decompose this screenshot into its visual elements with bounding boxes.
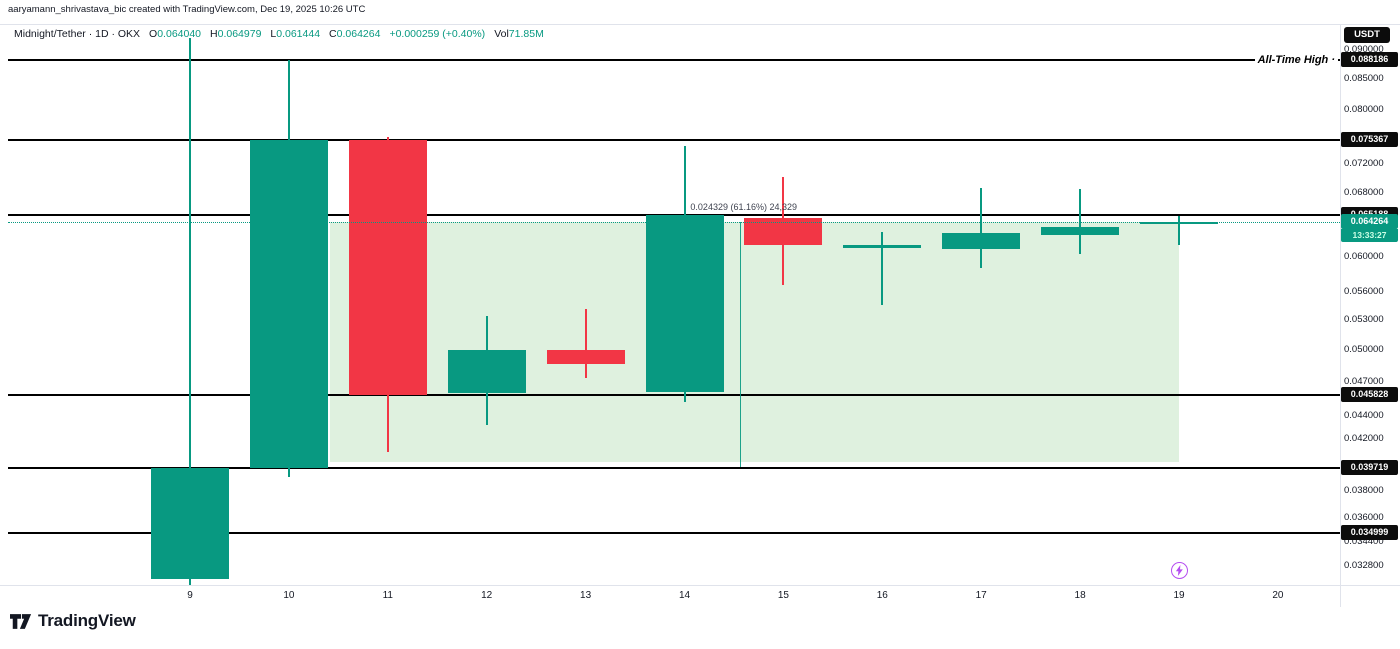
- time-axis-label: 14: [678, 590, 691, 601]
- price-tick-label: 0.036000: [1344, 512, 1384, 524]
- price-line-badge: 0.034999: [1341, 524, 1398, 540]
- tradingview-logo-icon[interactable]: [10, 612, 32, 631]
- time-axis-label: 16: [876, 590, 888, 601]
- candle-body: [249, 140, 328, 469]
- price-line-badge: 0.075367: [1341, 132, 1398, 148]
- current-price-badge: 0.064264: [1341, 213, 1398, 229]
- price-tick-label: 0.090000: [1344, 43, 1384, 55]
- price-tick-label: 0.050000: [1344, 344, 1384, 356]
- candle-wick: [189, 38, 191, 585]
- time-axis-label: 15: [777, 590, 789, 601]
- candle-wick: [980, 188, 983, 269]
- open-label: O: [149, 28, 158, 40]
- horizontal-line[interactable]: [8, 59, 1340, 61]
- price-tick-label: 0.034400: [1344, 535, 1384, 547]
- chart-legend: Midnight/Tether · 1D · OKX O0.064040 H0.06…: [14, 28, 553, 40]
- long-range-highlight[interactable]: [330, 221, 1179, 462]
- horizontal-line[interactable]: [8, 531, 1340, 534]
- candle-body: [942, 232, 1021, 249]
- candle-wick: [881, 232, 884, 306]
- price-tick-label: 0.042000: [1344, 433, 1384, 445]
- price-tick-label: 0.044000: [1344, 409, 1384, 421]
- volume-label: Vol: [494, 28, 509, 40]
- time-axis-label: 18: [1074, 590, 1086, 601]
- candle-body: [843, 245, 922, 248]
- candle-body: [151, 468, 229, 579]
- price-tick-label: 0.080000: [1344, 103, 1384, 115]
- price-tick-label: 0.072000: [1344, 157, 1384, 169]
- price-tick-label: 0.047000: [1344, 375, 1384, 387]
- high-label: H: [210, 28, 218, 40]
- time-axis-label: 11: [382, 590, 393, 601]
- candle-wick: [1079, 189, 1082, 255]
- countdown-timer: 13:33:27: [1341, 228, 1398, 242]
- horizontal-line[interactable]: [8, 139, 1340, 142]
- lightning-icon[interactable]: [1171, 562, 1188, 579]
- candle-body: [348, 140, 427, 395]
- time-axis-border: [0, 585, 1400, 586]
- candle-body: [645, 214, 724, 392]
- ath-label: All-Time High ·: [1254, 52, 1338, 68]
- measurement-line: [739, 221, 741, 467]
- time-axis-label: 20: [1272, 590, 1284, 601]
- horizontal-line[interactable]: [8, 393, 1340, 396]
- chart-top-border: [0, 24, 1400, 25]
- volume-value: 71.85M: [508, 28, 544, 40]
- candle-body: [1041, 227, 1120, 236]
- time-axis-label: 10: [283, 590, 295, 601]
- time-axis-label: 9: [187, 590, 193, 601]
- change-value: +0.000259 (+0.40%): [389, 28, 486, 40]
- price-line-badge: 0.039719: [1341, 460, 1398, 476]
- price-tick-label: 0.085000: [1344, 72, 1384, 84]
- symbol-title[interactable]: Midnight/Tether · 1D · OKX: [14, 28, 141, 40]
- price-tick-label: 0.060000: [1344, 251, 1384, 263]
- tradingview-logo-text[interactable]: TradingView: [38, 611, 136, 630]
- price-line-badge: 0.045828: [1341, 386, 1398, 402]
- price-axis-border: [1340, 24, 1341, 607]
- lightning-bolt-glyph: [1175, 565, 1183, 576]
- time-axis-label: 17: [975, 590, 987, 601]
- high-value: 0.064979: [217, 28, 262, 40]
- time-axis-label: 19: [1173, 590, 1185, 601]
- current-price-line: [8, 221, 1340, 223]
- candle-body: [546, 350, 625, 364]
- time-axis-label: 12: [481, 590, 493, 601]
- price-tick-label: 0.068000: [1344, 186, 1384, 198]
- horizontal-line[interactable]: [8, 467, 1340, 470]
- price-line-badge: 0.088186: [1341, 52, 1398, 67]
- time-axis-label: 13: [580, 590, 592, 601]
- close-value: 0.064264: [336, 28, 381, 40]
- measurement-label: 0.024329 (61.16%) 24,329: [690, 201, 798, 212]
- footer: TradingView: [10, 611, 136, 631]
- low-value: 0.061444: [276, 28, 321, 40]
- close-label: C: [329, 28, 337, 40]
- open-value: 0.064040: [157, 28, 202, 40]
- price-tick-label: 0.032800: [1344, 559, 1384, 571]
- candle-wick: [1178, 216, 1180, 245]
- price-tick-label: 0.056000: [1344, 286, 1384, 298]
- snapshot-watermark: aaryamann_shrivastava_bic created with T…: [8, 4, 366, 15]
- currency-badge: USDT: [1344, 27, 1390, 43]
- price-tick-label: 0.053000: [1344, 314, 1384, 326]
- candle-wick: [584, 309, 587, 378]
- candle-body: [1140, 221, 1218, 224]
- price-tick-label: 0.038000: [1344, 484, 1384, 496]
- candle-body: [447, 350, 526, 393]
- low-label: L: [270, 28, 277, 40]
